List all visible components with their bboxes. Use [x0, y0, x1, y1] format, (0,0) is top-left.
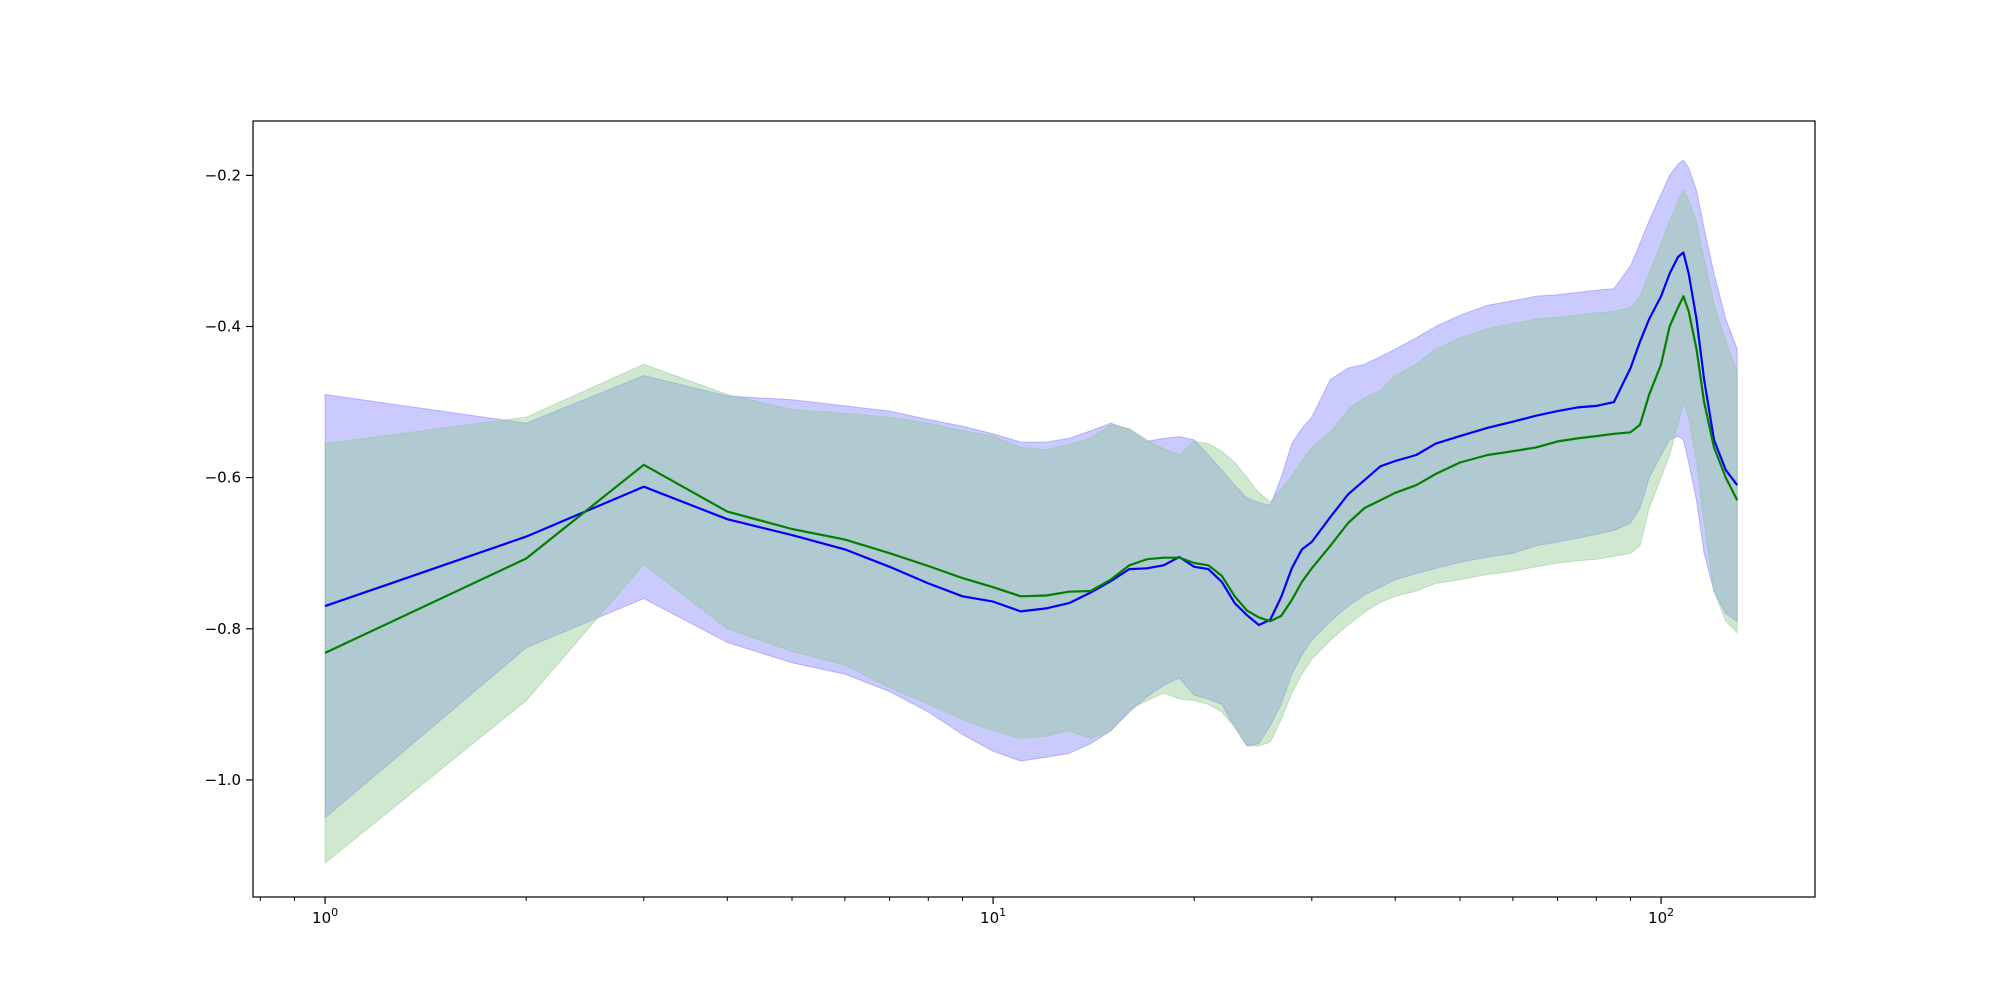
y-tick-label: −0.4: [205, 318, 241, 336]
series-2-line: [324, 295, 1739, 654]
y-tick-label: −0.6: [205, 469, 241, 487]
plot-frame: [252, 120, 1816, 898]
series-1-line: [324, 251, 1739, 627]
y-tick-label: −1.0: [205, 771, 241, 789]
confidence-bands: [324, 159, 1738, 865]
x-tick-label: 100: [312, 906, 338, 927]
y-axis: −0.2 −0.4 −0.6 −0.8 −1.0: [205, 166, 253, 789]
x-tick-label: 102: [1648, 906, 1674, 927]
y-tick-label: −0.2: [205, 166, 241, 184]
series-lines: [324, 251, 1739, 654]
series-2-band: [324, 189, 1738, 865]
y-tick-label: −0.8: [205, 620, 241, 638]
x-axis: 100 101 102: [259, 897, 1674, 927]
x-tick-label: 101: [980, 906, 1006, 927]
